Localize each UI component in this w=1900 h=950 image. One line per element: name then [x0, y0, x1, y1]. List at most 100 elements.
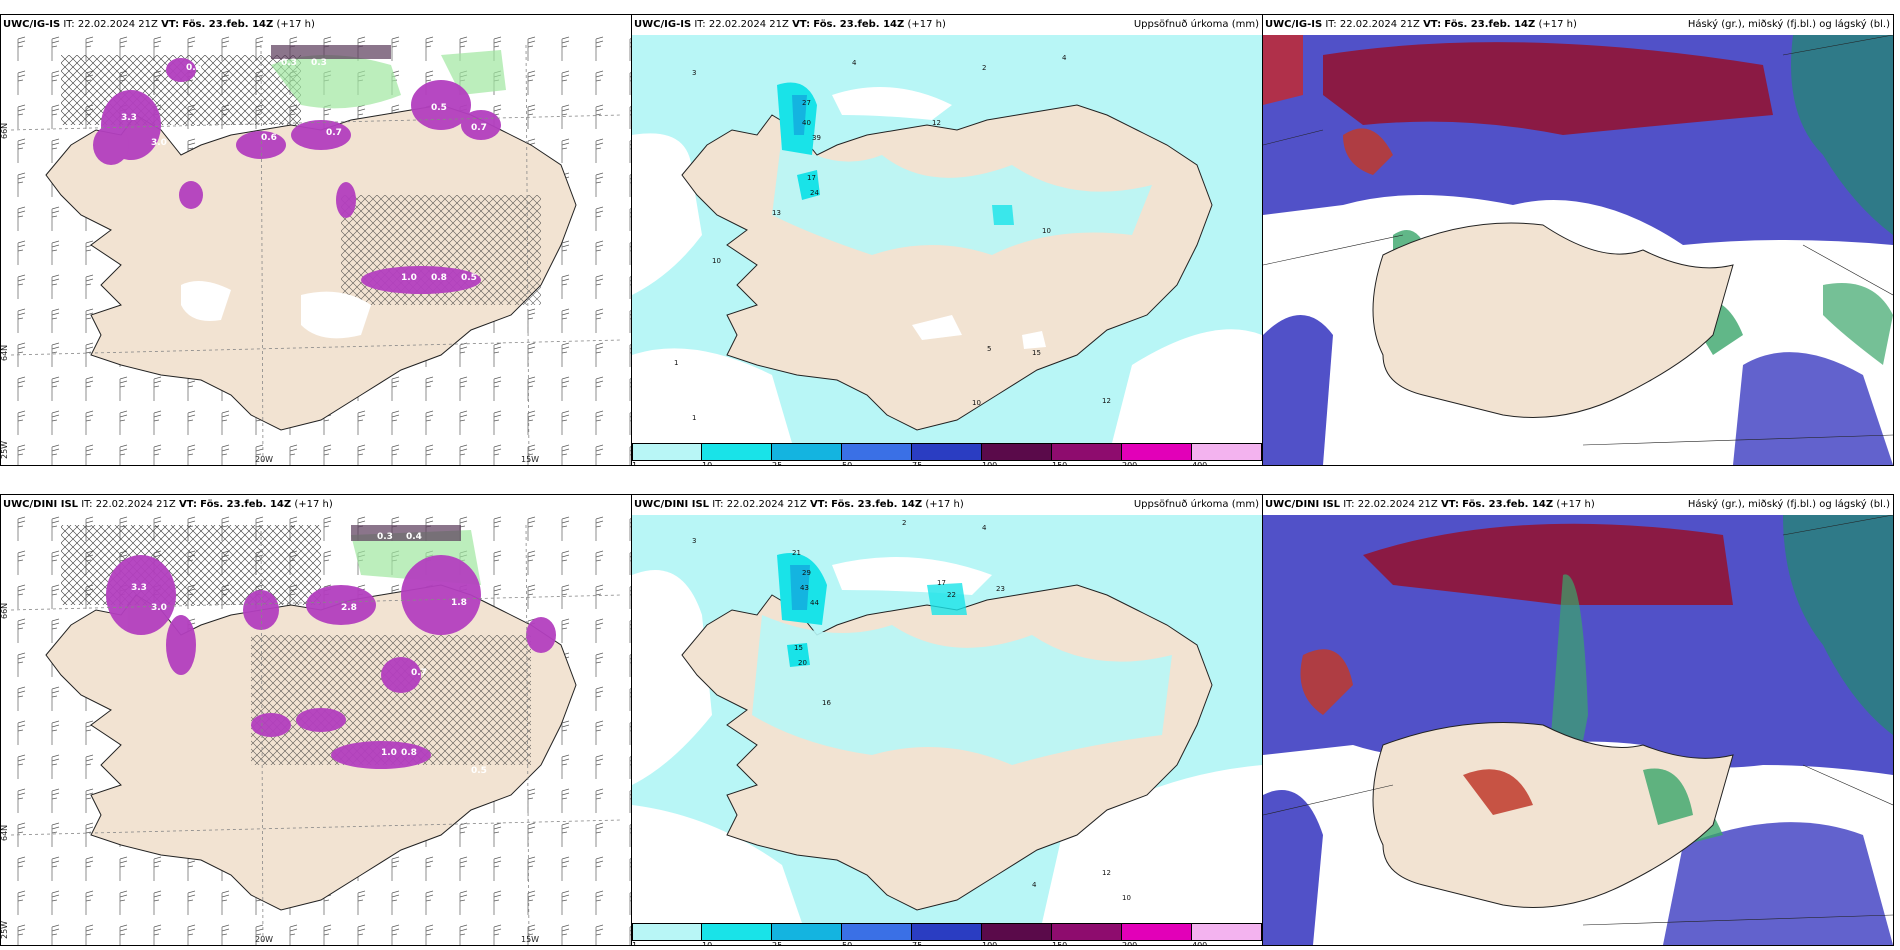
- svg-text:1: 1: [692, 414, 696, 422]
- precip-map: 3 4 2 4 27 40 39 17 24 13 10 12 10 15 5 …: [632, 35, 1262, 443]
- panel-precip-top: UWC/IG-IS IT: 22.02.2024 21Z VT: Fös. 23…: [631, 14, 1263, 466]
- colorbar-tick-label: 25: [772, 461, 783, 466]
- svg-text:39: 39: [812, 134, 821, 142]
- colorbar-segment: [772, 923, 842, 941]
- panel-header: UWC/DINI ISL IT: 22.02.2024 21Z VT: Fös.…: [1263, 495, 1893, 515]
- colorbar-tick-label: 400: [1192, 461, 1208, 466]
- svg-text:1: 1: [674, 359, 678, 367]
- colorbar-tick-label: 75: [912, 941, 923, 946]
- svg-text:3.0: 3.0: [151, 138, 167, 148]
- precip-values: 3 2 4 21 29 43 44 15 20 16 17 22 23 12 1…: [692, 519, 1131, 902]
- svg-text:3.3: 3.3: [121, 113, 137, 123]
- svg-text:4: 4: [982, 524, 987, 532]
- colorbar-segment: [1052, 443, 1122, 461]
- svg-text:2: 2: [902, 519, 906, 527]
- colorbar-frame: [632, 923, 1262, 941]
- snow-patches: [106, 555, 556, 769]
- colorbar-segment: [632, 923, 702, 941]
- svg-text:2.8: 2.8: [341, 603, 357, 613]
- colorbar-tick-label: 50: [842, 941, 853, 946]
- svg-text:12: 12: [1102, 869, 1111, 877]
- colorbar-tick-label: 1: [632, 461, 638, 466]
- svg-text:21: 21: [792, 549, 801, 557]
- svg-text:5: 5: [987, 345, 991, 353]
- svg-text:17: 17: [937, 579, 946, 587]
- colorbar-tick-label: 10: [702, 461, 713, 466]
- svg-text:44: 44: [810, 599, 819, 607]
- colorbar-segment: [912, 443, 982, 461]
- colorbar-segment: [1052, 923, 1122, 941]
- svg-text:27: 27: [802, 99, 811, 107]
- svg-text:12: 12: [1102, 397, 1111, 405]
- colorbar-tick-label: 10: [702, 941, 713, 946]
- svg-text:64N: 64N: [1, 825, 9, 841]
- colorbar-tick-label: 1: [632, 941, 638, 946]
- svg-text:12: 12: [932, 119, 941, 127]
- colorbar-tick-label: 100: [982, 941, 998, 946]
- svg-text:1.8: 1.8: [451, 598, 467, 608]
- svg-text:3.0: 3.0: [151, 603, 167, 613]
- svg-text:40: 40: [802, 119, 811, 127]
- svg-text:0.4: 0.4: [406, 532, 422, 542]
- svg-text:66N: 66N: [1, 123, 9, 139]
- colorbar-tick-label: 75: [912, 461, 923, 466]
- panel-header: UWC/IG-IS IT: 22.02.2024 21Z VT: Fös. 23…: [1263, 15, 1893, 35]
- cloud-map: [1263, 35, 1893, 465]
- colorbar-tick-label: 50: [842, 461, 853, 466]
- svg-text:22: 22: [947, 591, 956, 599]
- svg-text:0.5: 0.5: [431, 103, 447, 113]
- svg-text:0.7: 0.7: [326, 128, 342, 138]
- svg-text:3: 3: [692, 537, 696, 545]
- svg-text:0.3: 0.3: [377, 532, 393, 542]
- precip-values: 3 4 2 4 27 40 39 17 24 13 10 12 10 15 5 …: [674, 54, 1111, 422]
- svg-text:0.5: 0.5: [471, 766, 487, 776]
- svg-text:3: 3: [692, 69, 696, 77]
- panel-cloud-top: UWC/IG-IS IT: 22.02.2024 21Z VT: Fös. 23…: [1262, 14, 1894, 466]
- wind-snow-map: 66N 64N 25W 20W 15W 3.3 3.0 0.5 0.3 0.3 …: [1, 35, 631, 465]
- colorbar-tick-label: 100: [982, 461, 998, 466]
- panel-precip-bottom: UWC/DINI ISL IT: 22.02.2024 21Z VT: Fös.…: [631, 494, 1263, 946]
- map-svg: 66N 64N 25W 20W 15W 3.3 3.0 0.5 0.3 0.3 …: [1, 35, 631, 465]
- panel-header: UWC/IG-IS IT: 22.02.2024 21Z VT: Fös. 23…: [632, 15, 1262, 35]
- panel-header: UWC/DINI ISL IT: 22.02.2024 21Z VT: Fös.…: [632, 495, 1262, 515]
- svg-text:1.0: 1.0: [381, 748, 397, 758]
- colorbar-segment: [842, 443, 912, 461]
- svg-text:10: 10: [972, 399, 981, 407]
- precip-map: 3 2 4 21 29 43 44 15 20 16 17 22 23 12 1…: [632, 515, 1262, 923]
- svg-text:20W: 20W: [255, 935, 273, 944]
- panel-header: UWC/DINI ISL IT: 22.02.2024 21Z VT: Fös.…: [3, 499, 333, 510]
- colorbar: 1 10 25 50 75 100 150 200 400: [632, 923, 1262, 945]
- panel-title: Uppsöfnuð úrkoma (mm): [1133, 499, 1259, 510]
- colorbar-segment: [912, 923, 982, 941]
- svg-text:13: 13: [772, 209, 781, 217]
- colorbar-segment: [702, 923, 772, 941]
- panel-title: Háský (gr.), miðský (fj.bl.) og lágský (…: [1687, 19, 1890, 30]
- svg-text:15W: 15W: [521, 935, 539, 944]
- colorbar-tick-label: 400: [1192, 941, 1208, 946]
- colorbar-tick-label: 150: [1052, 941, 1068, 946]
- svg-text:0.3: 0.3: [281, 58, 297, 68]
- colorbar-segment: [842, 923, 912, 941]
- colorbar-segment: [702, 443, 772, 461]
- svg-text:23: 23: [996, 585, 1005, 593]
- colorbar-segment: [772, 443, 842, 461]
- svg-text:0.3: 0.3: [311, 58, 327, 68]
- svg-text:43: 43: [800, 584, 809, 592]
- svg-text:0.6: 0.6: [261, 133, 277, 143]
- colorbar-tick-label: 25: [772, 941, 783, 946]
- panel-wind-bottom: UWC/DINI ISL IT: 22.02.2024 21Z VT: Fös.…: [0, 494, 632, 946]
- svg-text:20W: 20W: [255, 455, 273, 464]
- colorbar-segment: [632, 443, 702, 461]
- panel-wind-top: UWC/IG-IS IT: 22.02.2024 21Z VT: Fös. 23…: [0, 14, 632, 466]
- svg-text:24: 24: [810, 189, 819, 197]
- svg-text:25W: 25W: [1, 441, 9, 459]
- svg-text:4: 4: [1032, 881, 1037, 889]
- svg-text:4: 4: [852, 59, 857, 67]
- svg-text:15W: 15W: [521, 455, 539, 464]
- svg-text:17: 17: [807, 174, 816, 182]
- svg-text:16: 16: [822, 699, 831, 707]
- colorbar: 1 10 25 50 75 100 150 200 400: [632, 443, 1262, 465]
- panel-header: UWC/IG-IS IT: 22.02.2024 21Z VT: Fös. 23…: [3, 19, 315, 30]
- svg-text:0.7: 0.7: [411, 668, 427, 678]
- cloud-map: [1263, 515, 1893, 945]
